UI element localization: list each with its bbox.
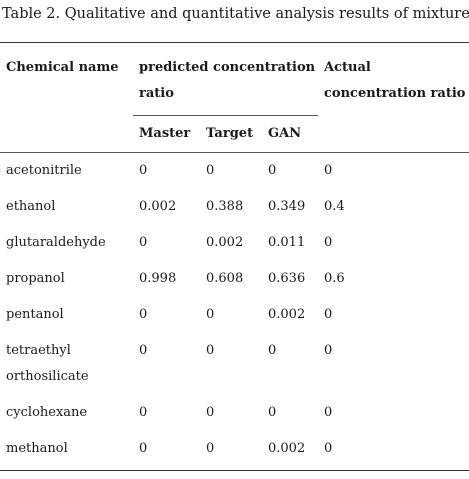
cell-actual: 0 [324,343,333,358]
cell-chemical-name: methanol [0,431,133,471]
table-row: acetonitrile 0 0 0 0 [0,153,469,190]
header-target: Target [200,115,262,153]
cell-master: 0 [139,235,148,250]
cell-actual: 0 [324,163,333,178]
cell-target: 0 [206,307,215,322]
table-row: cyclohexane 0 0 0 0 [0,395,469,431]
header-gan: GAN [262,115,318,153]
cell-gan: 0.636 [268,271,306,286]
cell-actual: 0 [324,405,333,420]
cell-gan: 0.349 [268,199,306,214]
cell-actual: 0.6 [324,271,345,286]
cell-gan: 0.011 [268,235,306,250]
cell-target: 0 [206,405,215,420]
header-predicted-ratio: predicted concentration ratio [133,42,318,116]
cell-chemical-name: ethanol [6,199,56,214]
cell-chemical-name: glutaraldehyde [6,235,106,250]
cell-gan: 0 [268,343,277,358]
cell-chemical-name: tetraethyl orthosilicate [6,343,89,384]
cell-gan: 0.002 [268,307,306,322]
cell-master: 0 [139,343,148,358]
cell-actual: 0 [324,307,333,322]
table-row: glutaraldehyde 0 0.002 0.011 0 [0,225,469,261]
cell-actual: 0 [324,235,333,250]
cell-actual: 0.4 [324,199,345,214]
header-master: Master [133,115,200,153]
cell-gan: 0 [268,405,277,420]
cell-target: 0 [200,431,262,471]
cell-master: 0 [139,307,148,322]
cell-target: 0.388 [206,199,244,214]
cell-chemical-name: cyclohexane [6,405,88,420]
cell-actual: 0 [318,431,469,471]
cell-master: 0 [139,405,148,420]
cell-master: 0 [139,163,148,178]
cell-master: 0.998 [139,271,177,286]
cell-target: 0.002 [206,235,244,250]
table-row: ethanol 0.002 0.388 0.349 0.4 [0,189,469,225]
header-actual-ratio: Actual concentration ratio [318,42,469,153]
table-caption: Table 2. Qualitative and quantitative an… [2,6,469,22]
table-row: pentanol 0 0 0.002 0 [0,297,469,333]
cell-target: 0.608 [206,271,244,286]
cell-gan: 0 [268,163,277,178]
cell-chemical-name: pentanol [6,307,64,322]
table-row: methanol 0 0 0.002 0 [0,431,469,471]
header-chemical-name: Chemical name [0,42,133,153]
table-row: tetraethyl orthosilicate 0 0 0 0 [0,333,469,395]
cell-target: 0 [206,343,215,358]
results-table: Chemical name predicted concentration ra… [0,42,469,471]
cell-chemical-name: propanol [6,271,65,286]
cell-target: 0 [206,163,215,178]
cell-gan: 0.002 [262,431,318,471]
cell-chemical-name: acetonitrile [6,163,82,178]
cell-master: 0.002 [139,199,177,214]
cell-master: 0 [133,431,200,471]
table-row: propanol 0.998 0.608 0.636 0.6 [0,261,469,297]
